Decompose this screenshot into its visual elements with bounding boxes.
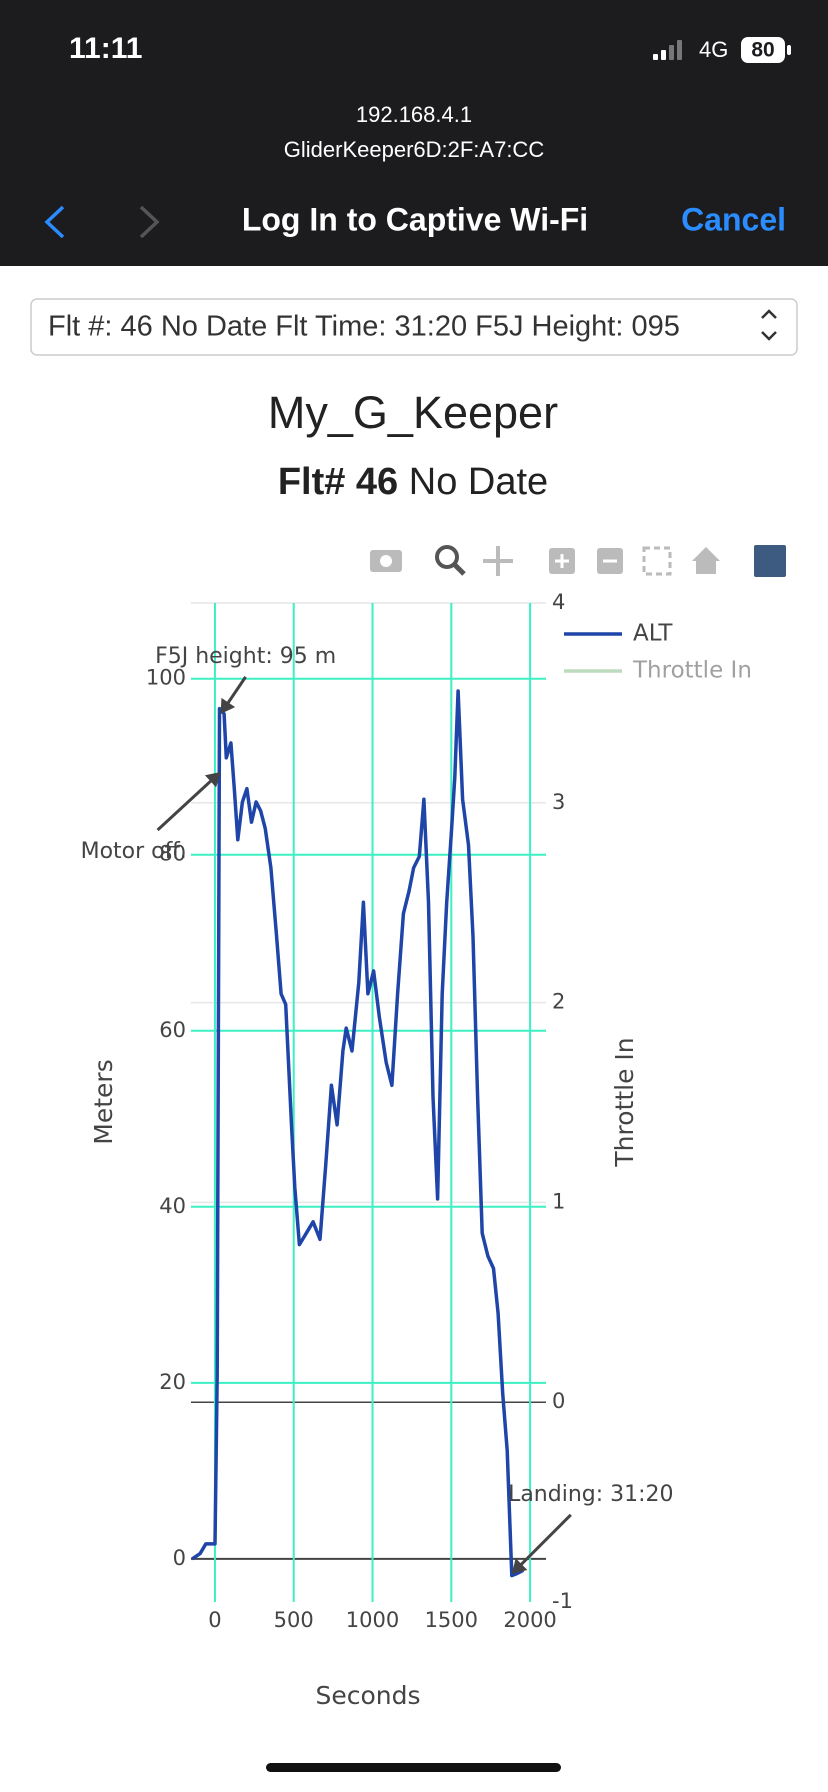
y2-tick-label: -1 [552,1589,573,1613]
y2-tick-label: 1 [552,1189,565,1213]
y-tick-label: 60 [159,1018,186,1042]
x-tick-label: 0 [208,1608,221,1632]
status-network: 4G [699,37,728,62]
annotation-arrowhead [220,697,236,714]
annotation-text: Motor off. [81,839,187,864]
signal-icon [653,40,682,60]
battery-level: 80 [751,39,774,62]
y-tick-label: 0 [173,1546,186,1570]
cancel-button[interactable]: Cancel [681,201,786,237]
forward-button[interactable] [139,205,160,239]
annotation-arrow [156,776,216,832]
annotation-arrowhead [511,1558,528,1574]
legend-label: ALT [633,621,673,647]
annotation-arrowhead [204,771,221,788]
y2-tick-label: 4 [552,590,565,614]
y-tick-label: 20 [159,1370,186,1394]
flight-select[interactable] [30,298,798,356]
y2-tick-label: 2 [552,990,565,1014]
zoom-button[interactable] [435,545,459,569]
subtitle-date: No Date [409,461,548,503]
x-axis-title: Seconds [315,1681,420,1710]
y-tick-label: 100 [146,666,186,690]
back-button[interactable] [44,205,65,239]
battery-tip [787,45,791,55]
chart-title: My_G_Keeper [268,387,558,438]
y-tick-label: 80 [159,842,186,866]
browser-title: Log In to Captive Wi-Fi [242,201,588,237]
flight-select-text: Flt #: 46 No Date Flt Time: 31:20 F5J He… [48,311,680,343]
annotation-text: Landing: 31:20 [508,1482,673,1507]
home-indicator [266,1763,561,1772]
x-tick-label: 500 [274,1608,314,1632]
y-axis-title: Meters [89,1059,118,1144]
x-tick-label: 1000 [346,1608,399,1632]
series-line [191,689,525,1578]
x-tick-label: 2000 [503,1608,556,1632]
x-tick-label: 1500 [425,1608,478,1632]
battery-icon [741,37,785,63]
y-tick-label: 40 [159,1194,186,1218]
subtitle-space [398,461,409,503]
annotation-arrow [223,676,247,709]
chart-subtitle: Flt# 46 No Date [278,461,548,503]
annotation-arrow [516,1513,572,1570]
browser-ssid: GliderKeeper6D:2F:A7:CC [284,137,545,162]
select-arrows [761,309,777,341]
autoscale-button[interactable] [642,546,672,576]
subtitle-bold: Flt# 46 [278,461,398,503]
modebar [370,545,786,577]
pan-button[interactable] [483,546,513,576]
status-time: 11:11 [69,32,142,65]
annotation-text: F5J height: 95 m [155,644,336,669]
header-background [0,0,828,266]
y2-tick-label: 0 [552,1389,565,1413]
browser-host: 192.168.4.1 [356,102,472,127]
legend-label: Throttle In [632,658,752,684]
y2-axis-title: Throttle In [610,1037,639,1167]
reset-button[interactable] [692,547,720,574]
plotly-logo[interactable] [754,545,786,577]
y2-tick-label: 3 [552,790,565,814]
